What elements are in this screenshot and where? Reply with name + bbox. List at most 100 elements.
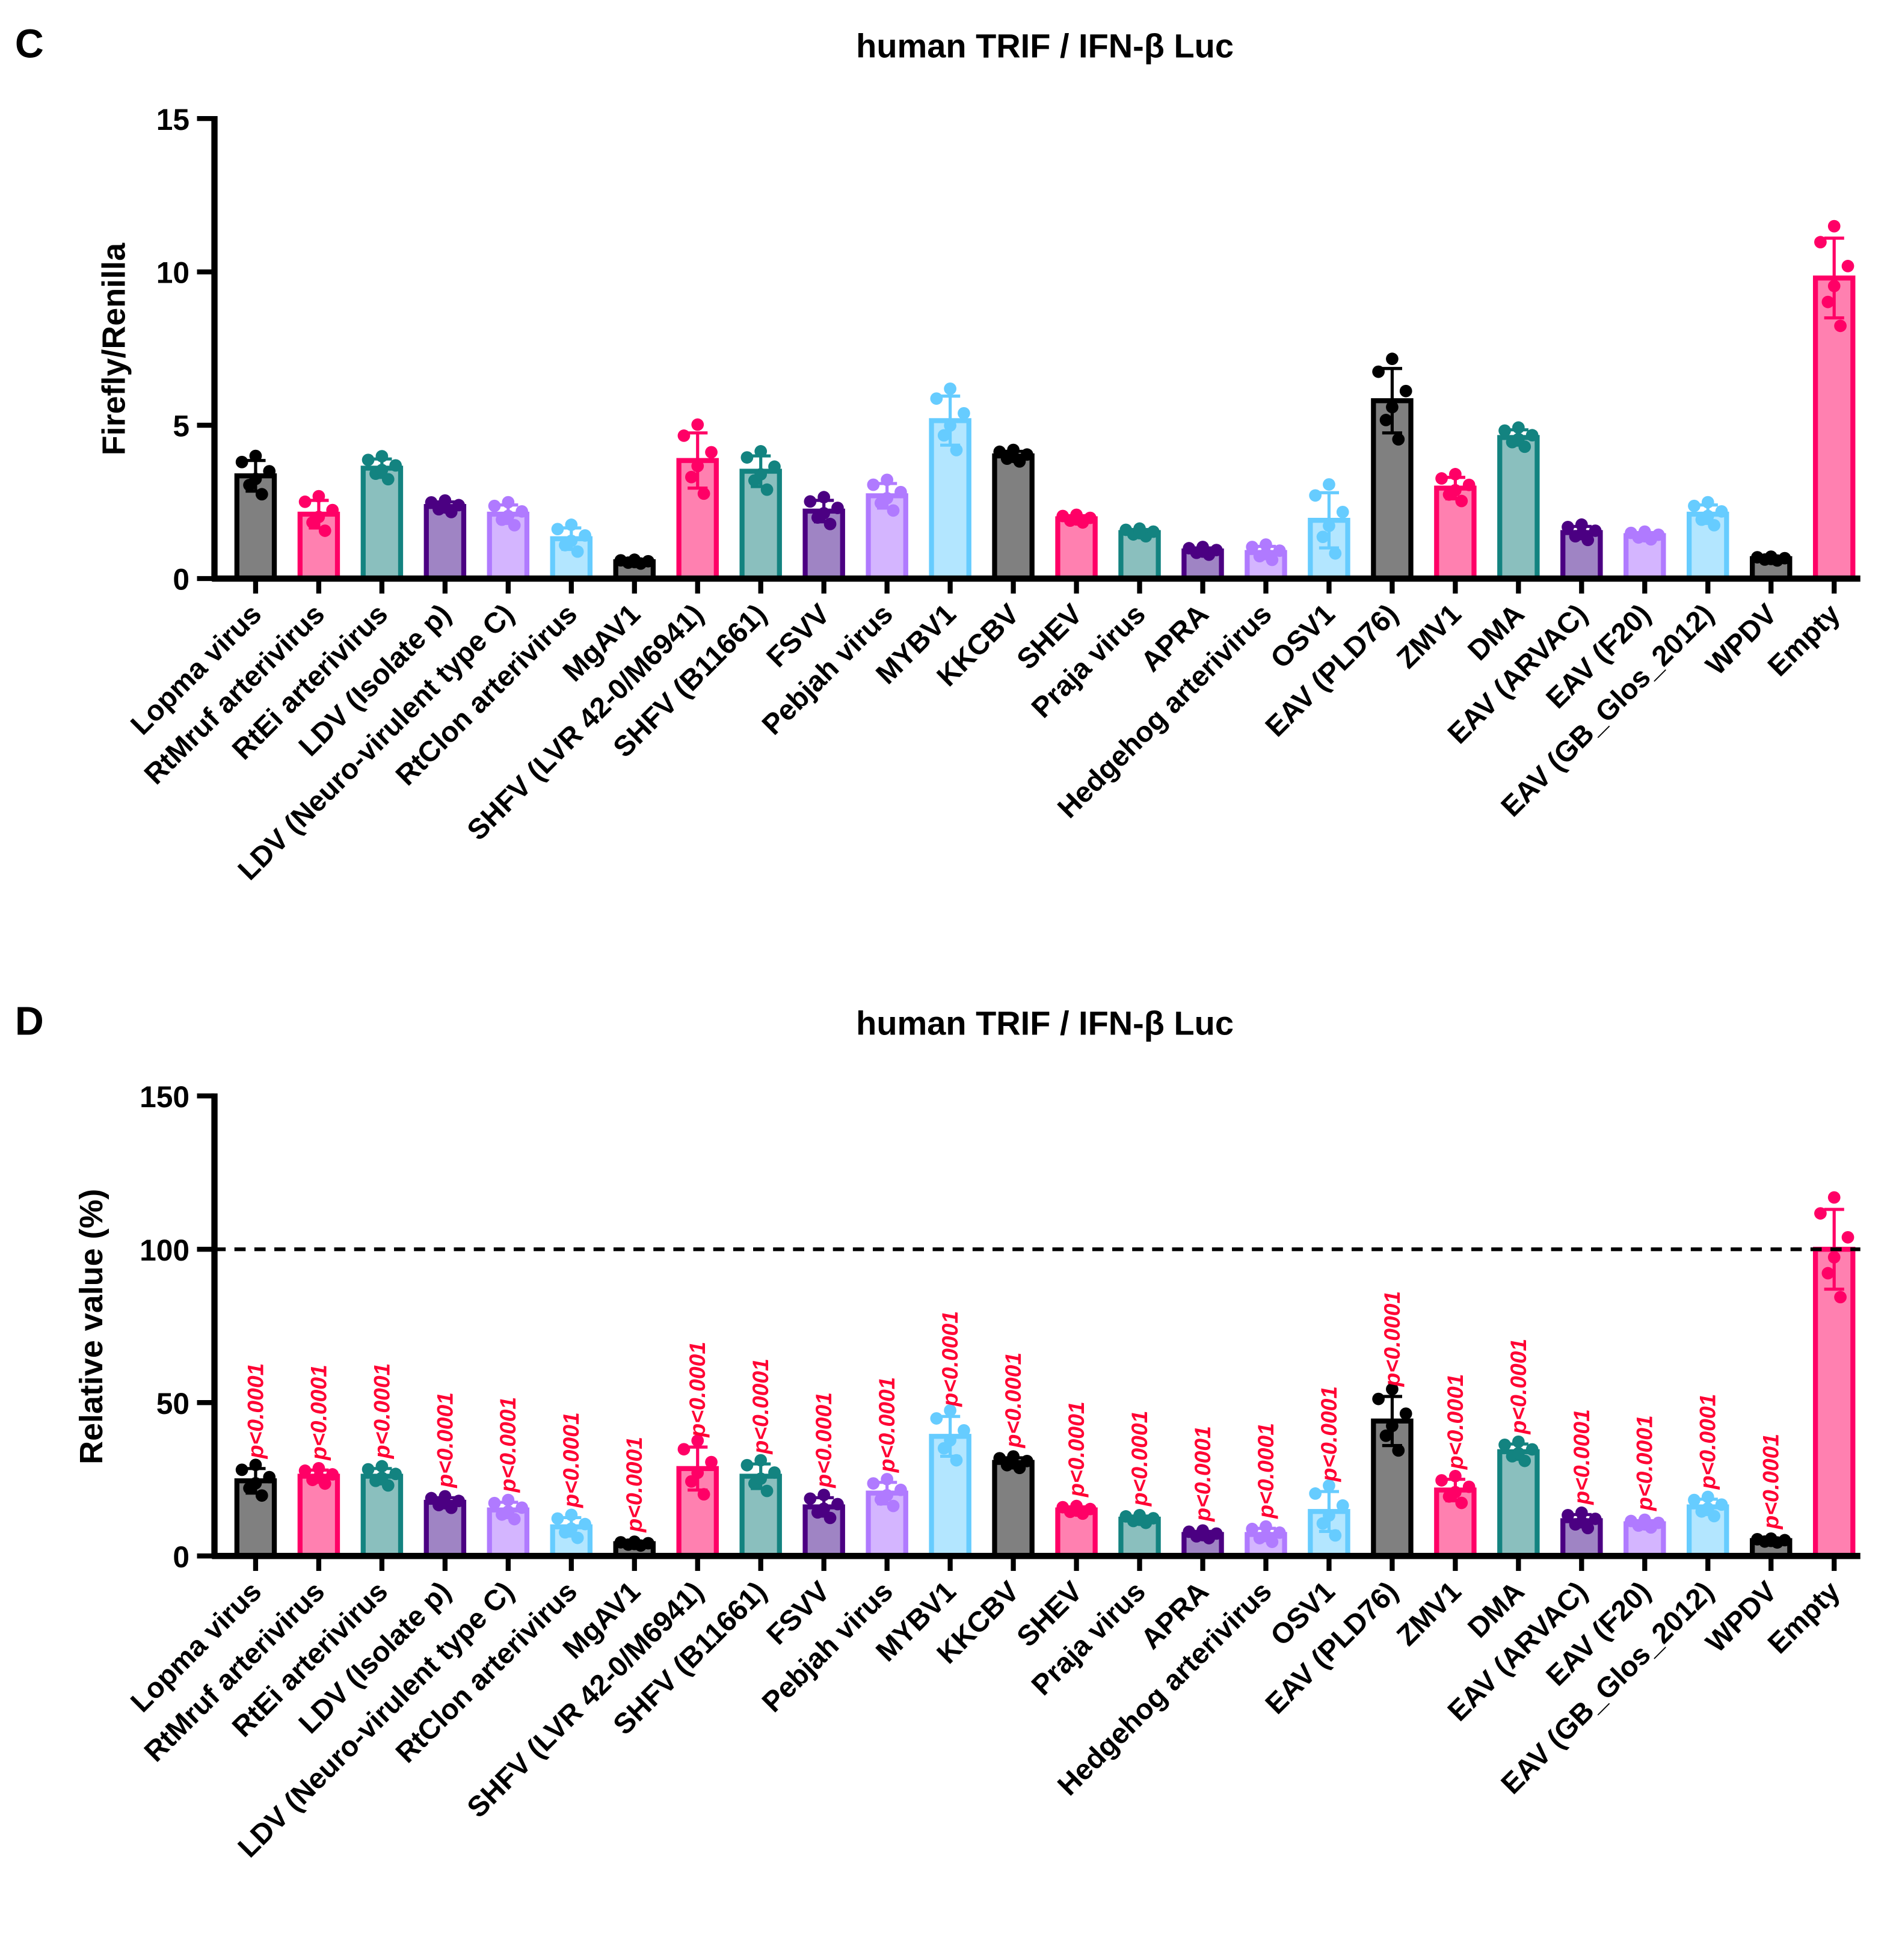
panel-c-chart: C human TRIF / IFN-β Luc Firefly/Renilla… xyxy=(15,22,1861,886)
panel-d-p-value-13: p<0.0001 xyxy=(1063,1401,1089,1498)
panel-d-data-point-16-4 xyxy=(1273,1526,1286,1539)
panel-d-data-point-0-5 xyxy=(249,1476,262,1490)
panel-c-data-point-22-5 xyxy=(1638,530,1651,543)
panel-d-data-point-19-3 xyxy=(1455,1496,1468,1510)
panel-c-bar-12 xyxy=(992,453,1035,582)
panel-d-data-point-4-2 xyxy=(502,1493,515,1507)
panel-c-data-point-17-0 xyxy=(1309,489,1322,502)
panel-d-data-point-25-0 xyxy=(1814,1207,1827,1220)
panel-c-data-point-6-4 xyxy=(642,555,654,568)
panel-c-data-point-25-2 xyxy=(1827,220,1841,233)
panel-c-bar-14 xyxy=(1118,530,1161,582)
panel-d-data-point-20-5 xyxy=(1512,1446,1525,1460)
panel-d-data-point-1-2 xyxy=(312,1461,325,1475)
panel-d-p-value-18: p<0.0001 xyxy=(1379,1291,1405,1387)
panel-c-y-tick-label-3: 15 xyxy=(156,103,189,137)
panel-d-data-point-24-5 xyxy=(1764,1534,1777,1547)
panel-c-data-point-18-2 xyxy=(1386,352,1399,366)
panel-c-data-point-2-0 xyxy=(362,453,375,467)
panel-c-data-point-0-5 xyxy=(249,472,262,485)
panel-c-data-point-25-0 xyxy=(1814,236,1827,249)
panel-c-data-point-23-2 xyxy=(1701,496,1714,509)
panel-c-data-point-7-2 xyxy=(691,418,704,431)
panel-d-data-point-14-5 xyxy=(1133,1513,1146,1526)
panel-c-data-point-18-5 xyxy=(1386,401,1399,414)
panel-c-data-point-17-5 xyxy=(1323,519,1335,532)
panel-c-data-point-2-5 xyxy=(375,464,389,476)
panel-d-y-axis-label: Relative value (%) xyxy=(73,1189,109,1464)
panel-c-data-point-0-0 xyxy=(235,455,248,468)
panel-d-data-point-12-4 xyxy=(1021,1454,1033,1467)
panel-d-data-point-22-5 xyxy=(1638,1518,1651,1531)
panel-c-bar-1 xyxy=(297,511,340,582)
panel-c-data-point-12-5 xyxy=(1007,450,1020,463)
panel-d-p-value-24: p<0.0001 xyxy=(1758,1434,1784,1530)
panel-c-data-point-8-0 xyxy=(740,451,754,464)
panel-d-p-value-21: p<0.0001 xyxy=(1569,1409,1594,1505)
panel-d-data-point-2-5 xyxy=(375,1471,389,1484)
panel-c-data-point-2-4 xyxy=(389,459,402,472)
panel-c-data-point-21-4 xyxy=(1589,524,1602,537)
panel-c-category-label-25: Empty xyxy=(1762,598,1847,683)
panel-d-p-value-15: p<0.0001 xyxy=(1190,1426,1215,1522)
panel-c-data-point-16-5 xyxy=(1260,547,1272,561)
panel-c-data-point-10-4 xyxy=(894,485,907,499)
panel-d-data-point-8-2 xyxy=(754,1454,768,1467)
panel-d-data-point-5-3 xyxy=(571,1531,584,1544)
panel-d-bar-25 xyxy=(1812,1247,1856,1559)
panel-c-data-point-20-4 xyxy=(1525,429,1539,442)
panel-d-bar-2 xyxy=(360,1473,404,1559)
panel-d-data-point-8-5 xyxy=(754,1472,768,1485)
panel-d-p-value-12: p<0.0001 xyxy=(1000,1353,1026,1449)
panel-d-data-point-25-4 xyxy=(1841,1230,1854,1244)
panel-d-data-point-9-0 xyxy=(804,1492,817,1505)
panel-d-data-point-3-5 xyxy=(439,1497,452,1510)
panel-d-data-point-20-0 xyxy=(1498,1438,1511,1451)
panel-c-data-point-1-3 xyxy=(318,524,331,537)
panel-c-data-point-17-3 xyxy=(1329,547,1342,560)
panel-d-data-point-19-0 xyxy=(1435,1474,1448,1487)
panel-d-data-point-9-5 xyxy=(817,1502,831,1516)
panel-c-data-point-11-5 xyxy=(944,419,956,432)
panel-d-data-point-7-2 xyxy=(691,1434,704,1447)
panel-c-data-point-25-3 xyxy=(1834,319,1847,333)
panel-d-data-point-17-4 xyxy=(1336,1499,1349,1512)
panel-d-data-point-0-2 xyxy=(249,1458,262,1472)
panel-d-data-point-7-4 xyxy=(705,1455,718,1469)
panel-c-label: C xyxy=(15,22,44,67)
panel-d-y-tick-label-0: 0 xyxy=(173,1540,189,1574)
panel-c-data-point-10-0 xyxy=(867,478,880,491)
panel-d-data-point-16-2 xyxy=(1260,1520,1272,1533)
panel-d-data-point-20-4 xyxy=(1525,1443,1539,1456)
panel-c-data-point-0-4 xyxy=(263,465,276,478)
panel-d-data-point-3-4 xyxy=(452,1495,466,1508)
panel-c-data-point-8-4 xyxy=(768,460,781,473)
panel-c-data-point-1-2 xyxy=(312,490,325,503)
panel-d-data-point-16-0 xyxy=(1246,1522,1259,1535)
panel-d-data-point-7-5 xyxy=(691,1466,704,1479)
panel-c-bar-19 xyxy=(1434,485,1477,582)
panel-c-data-point-23-0 xyxy=(1688,499,1700,512)
panel-d-data-point-24-4 xyxy=(1778,1534,1791,1547)
panel-d-p-value-11: p<0.0001 xyxy=(937,1311,962,1407)
panel-d-data-point-20-2 xyxy=(1512,1435,1525,1448)
panel-d-data-point-8-3 xyxy=(760,1484,774,1498)
panel-d-data-point-4-4 xyxy=(516,1501,528,1514)
panel-d-data-point-10-3 xyxy=(887,1499,900,1513)
panel-c-data-point-18-3 xyxy=(1392,433,1405,446)
panel-c-data-point-1-5 xyxy=(312,511,325,523)
panel-d-chart: D human TRIF / IFN-β Luc Relative value … xyxy=(15,1000,1861,1864)
panel-c-data-point-17-2 xyxy=(1323,478,1335,491)
panel-d-data-point-18-1 xyxy=(1379,1429,1393,1442)
panel-d-data-point-11-0 xyxy=(930,1412,943,1425)
panel-c-data-point-17-4 xyxy=(1336,506,1349,518)
panel-c-data-point-7-5 xyxy=(691,459,704,473)
panel-c-data-point-10-3 xyxy=(887,504,900,517)
panel-d-data-point-2-4 xyxy=(389,1467,402,1481)
panel-d-data-point-22-4 xyxy=(1652,1516,1665,1529)
panel-c-data-point-24-4 xyxy=(1778,551,1791,565)
panel-c-data-point-25-4 xyxy=(1841,260,1854,272)
panel-c-data-point-5-2 xyxy=(565,518,578,531)
panel-d-p-value-3: p<0.0001 xyxy=(432,1392,457,1488)
panel-c-data-point-11-4 xyxy=(958,407,970,420)
